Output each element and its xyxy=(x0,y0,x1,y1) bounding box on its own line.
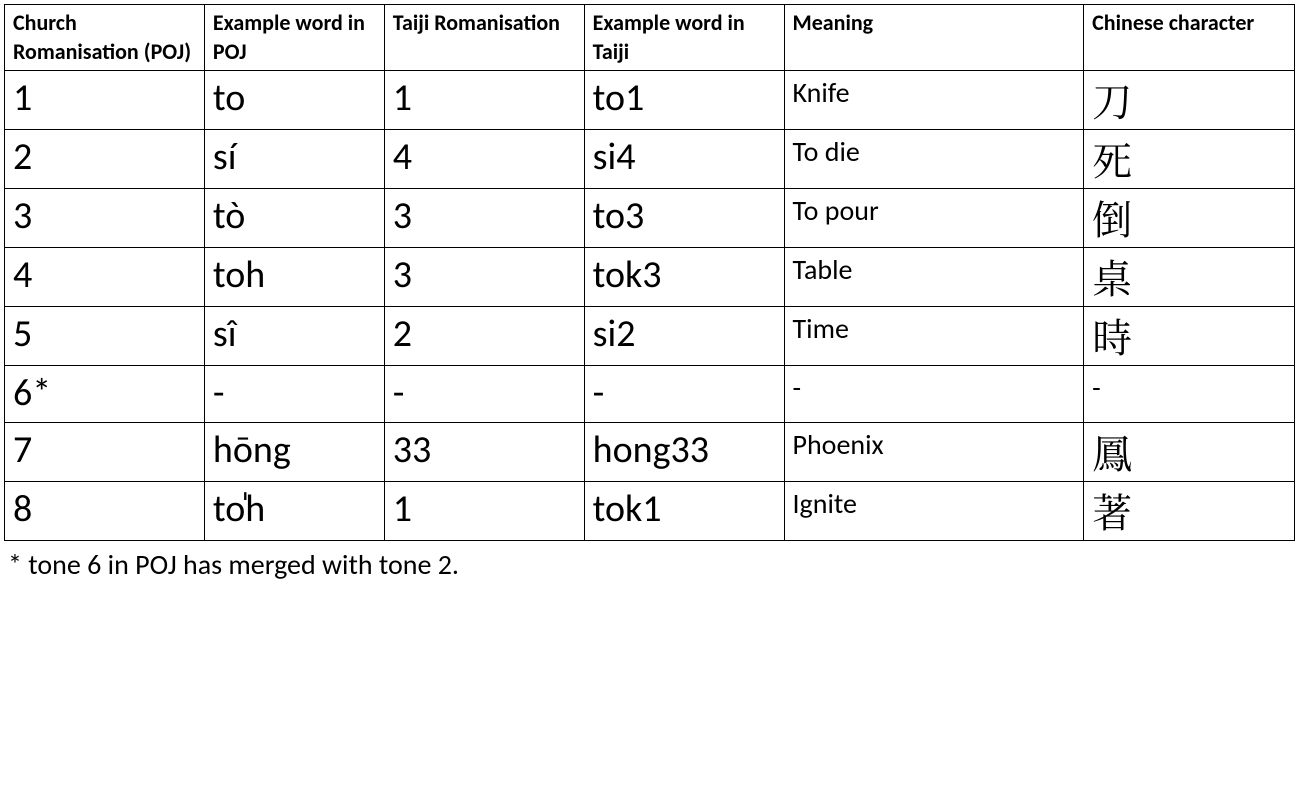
cell-example-poj: sî xyxy=(204,307,384,366)
cell-chinese: 鳳 xyxy=(1084,422,1295,481)
table-body: 1 to 1 to1 Knife 刀 2 sí 4 si4 To die 死 3… xyxy=(5,71,1295,541)
footnote: * tone 6 in POJ has merged with tone 2. xyxy=(4,541,1295,586)
cell-example-poj: to̍h xyxy=(204,481,384,540)
table-row: 6* - - - - - xyxy=(5,366,1295,423)
cell-chinese: 桌 xyxy=(1084,248,1295,307)
cell-example-poj: tò xyxy=(204,189,384,248)
cell-taiji: 1 xyxy=(384,481,584,540)
cell-taiji: - xyxy=(384,366,584,423)
cell-example-taiji: to1 xyxy=(584,71,784,130)
cell-example-poj: toh xyxy=(204,248,384,307)
header-poj: Church Romanisation (POJ) xyxy=(5,5,205,71)
romanisation-table: Church Romanisation (POJ) Example word i… xyxy=(4,4,1295,541)
cell-example-taiji: tok3 xyxy=(584,248,784,307)
table-header-row: Church Romanisation (POJ) Example word i… xyxy=(5,5,1295,71)
cell-meaning: To die xyxy=(784,130,1084,189)
table-row: 3 tò 3 to3 To pour 倒 xyxy=(5,189,1295,248)
cell-example-poj: hōng xyxy=(204,422,384,481)
header-example-taiji: Example word in Taiji xyxy=(584,5,784,71)
cell-poj: 6* xyxy=(5,366,205,423)
cell-poj: 4 xyxy=(5,248,205,307)
cell-chinese: 時 xyxy=(1084,307,1295,366)
cell-example-taiji: - xyxy=(584,366,784,423)
table-row: 2 sí 4 si4 To die 死 xyxy=(5,130,1295,189)
header-example-poj: Example word in POJ xyxy=(204,5,384,71)
cell-poj: 5 xyxy=(5,307,205,366)
header-chinese: Chinese character xyxy=(1084,5,1295,71)
cell-meaning: To pour xyxy=(784,189,1084,248)
cell-taiji: 1 xyxy=(384,71,584,130)
cell-taiji: 3 xyxy=(384,248,584,307)
cell-poj: 7 xyxy=(5,422,205,481)
table-row: 5 sî 2 si2 Time 時 xyxy=(5,307,1295,366)
cell-chinese: 刀 xyxy=(1084,71,1295,130)
cell-chinese: 著 xyxy=(1084,481,1295,540)
header-meaning: Meaning xyxy=(784,5,1084,71)
cell-poj: 3 xyxy=(5,189,205,248)
table-row: 7 hōng 33 hong33 Phoenix 鳳 xyxy=(5,422,1295,481)
cell-chinese: 死 xyxy=(1084,130,1295,189)
cell-taiji: 2 xyxy=(384,307,584,366)
cell-chinese: 倒 xyxy=(1084,189,1295,248)
cell-meaning: Ignite xyxy=(784,481,1084,540)
cell-example-taiji: to3 xyxy=(584,189,784,248)
cell-example-taiji: si4 xyxy=(584,130,784,189)
cell-meaning: Knife xyxy=(784,71,1084,130)
cell-chinese: - xyxy=(1084,366,1295,423)
table-row: 4 toh 3 tok3 Table 桌 xyxy=(5,248,1295,307)
table-row: 1 to 1 to1 Knife 刀 xyxy=(5,71,1295,130)
cell-example-poj: - xyxy=(204,366,384,423)
cell-example-taiji: tok1 xyxy=(584,481,784,540)
cell-taiji: 4 xyxy=(384,130,584,189)
cell-example-taiji: si2 xyxy=(584,307,784,366)
cell-meaning: Time xyxy=(784,307,1084,366)
cell-poj: 8 xyxy=(5,481,205,540)
header-taiji: Taiji Romanisation xyxy=(384,5,584,71)
cell-taiji: 33 xyxy=(384,422,584,481)
cell-example-poj: sí xyxy=(204,130,384,189)
cell-taiji: 3 xyxy=(384,189,584,248)
cell-example-poj: to xyxy=(204,71,384,130)
table-row: 8 to̍h 1 tok1 Ignite 著 xyxy=(5,481,1295,540)
cell-meaning: - xyxy=(784,366,1084,423)
cell-poj: 2 xyxy=(5,130,205,189)
cell-meaning: Phoenix xyxy=(784,422,1084,481)
cell-meaning: Table xyxy=(784,248,1084,307)
cell-poj: 1 xyxy=(5,71,205,130)
cell-example-taiji: hong33 xyxy=(584,422,784,481)
